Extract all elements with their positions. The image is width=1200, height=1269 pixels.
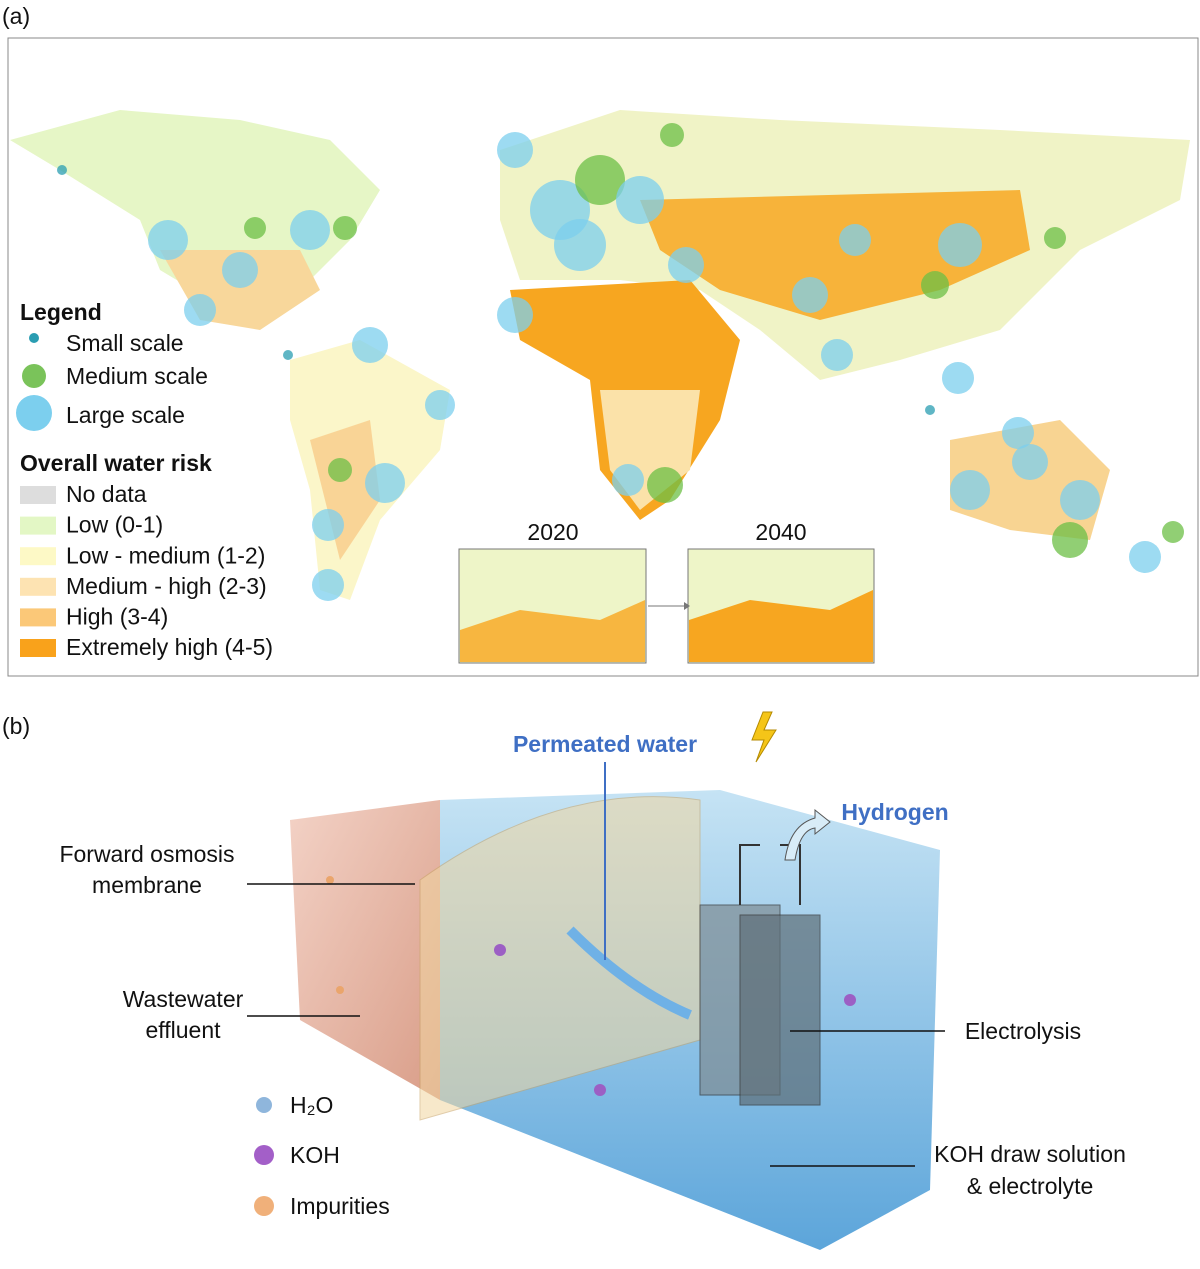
medium-scale-symbol xyxy=(22,364,46,388)
legend-label: Large scale xyxy=(66,402,185,428)
risk-swatch xyxy=(20,516,56,535)
risk-swatch xyxy=(20,486,56,504)
draw-solution-label: & electrolyte xyxy=(967,1173,1094,1199)
risk-label: Low - medium (1-2) xyxy=(66,542,265,568)
risk-label: No data xyxy=(66,481,147,507)
inset-2040 xyxy=(687,548,875,664)
small-scale-symbol xyxy=(29,333,39,343)
h2o-icon xyxy=(256,1097,272,1113)
legend-label: KOH xyxy=(290,1142,340,1168)
panel-label: (b) xyxy=(2,713,30,739)
impurities-icon xyxy=(254,1196,274,1216)
membrane-label: membrane xyxy=(92,872,202,898)
inset-2020 xyxy=(458,548,647,664)
electrolysis-label: Electrolysis xyxy=(965,1018,1081,1044)
risk-swatch xyxy=(20,639,56,657)
legend-label: H₂O xyxy=(290,1092,333,1118)
risk-label: High (3-4) xyxy=(66,603,168,629)
hydrogen-label: Hydrogen xyxy=(841,799,948,825)
inset-title: 2040 xyxy=(755,519,806,545)
legend-label: Impurities xyxy=(290,1193,390,1219)
inset-arrowhead xyxy=(684,602,690,610)
risk-swatch xyxy=(20,547,56,566)
legend-label: Small scale xyxy=(66,330,184,356)
membrane-label: Forward osmosis xyxy=(59,841,234,867)
risk-swatch xyxy=(20,577,56,596)
legend-title: Legend xyxy=(20,299,102,325)
panel-label: (a) xyxy=(2,3,30,29)
plant-markers xyxy=(57,123,1184,601)
risk-label: Medium - high (2-3) xyxy=(66,573,267,599)
cube-diagram xyxy=(290,711,940,1250)
risk-legend: No data Low (0-1) Low - medium (1-2) Medium… xyxy=(20,481,273,660)
risk-title: Overall water risk xyxy=(20,450,212,476)
risk-swatch xyxy=(20,608,56,627)
risk-label: Extremely high (4-5) xyxy=(66,634,273,660)
wastewater-label: Wastewater xyxy=(123,986,244,1012)
draw-solution-label: KOH draw solution xyxy=(934,1141,1126,1167)
permeated-label: Permeated water xyxy=(513,731,697,757)
koh-icon xyxy=(254,1145,274,1165)
risk-label: Low (0-1) xyxy=(66,512,163,538)
large-scale-symbol xyxy=(16,395,52,431)
wastewater-label: effluent xyxy=(145,1017,221,1043)
legend-label: Medium scale xyxy=(66,363,208,389)
inset-title: 2020 xyxy=(527,519,578,545)
